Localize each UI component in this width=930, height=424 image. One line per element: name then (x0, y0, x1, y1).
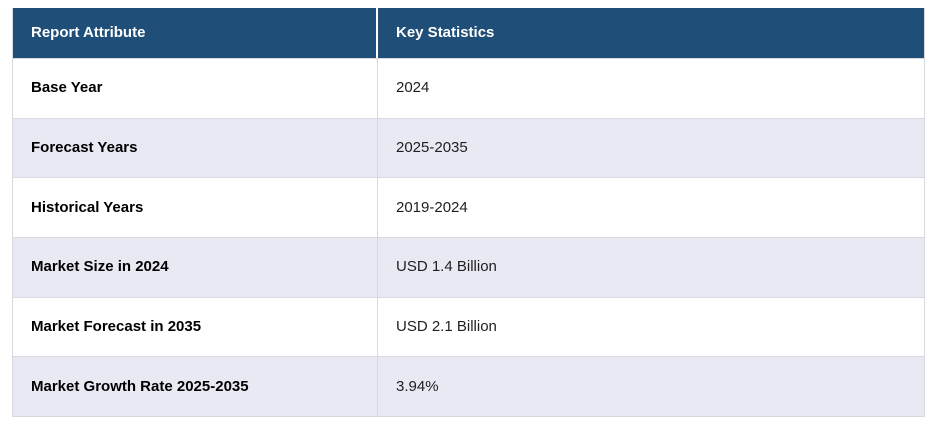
value-cell: 2025-2035 (396, 139, 468, 156)
attribute-cell: Forecast Years (13, 118, 378, 178)
table-row-base-year: Base Year 2024 (13, 59, 924, 119)
table-row-market-growth-rate: Market Growth Rate 2025-2035 3.94% (13, 357, 924, 417)
table-row-historical-years: Historical Years 2019-2024 (13, 178, 924, 239)
table-header-row: Report Attribute Key Statistics (13, 8, 924, 59)
attribute-cell: Historical Years (13, 178, 378, 238)
report-statistics-table: Report Attribute Key Statistics Base Yea… (12, 8, 925, 417)
attribute-cell: Market Growth Rate 2025-2035 (13, 357, 378, 417)
header-label-key-statistics: Key Statistics (396, 24, 495, 41)
attribute-cell: Base Year (13, 59, 378, 118)
value-cell: USD 1.4 Billion (396, 258, 497, 276)
table-row-forecast-years: Forecast Years 2025-2035 (13, 118, 924, 179)
table-row-market-forecast-2035: Market Forecast in 2035 USD 2.1 Billion (13, 297, 924, 358)
attribute-cell: Market Size in 2024 (13, 238, 378, 297)
value-cell: USD 2.1 Billion (396, 318, 497, 336)
table-row-market-size-2024: Market Size in 2024 USD 1.4 Billion (13, 238, 924, 298)
header-cell-key-statistics: Key Statistics (378, 8, 924, 58)
header-cell-report-attribute: Report Attribute (13, 8, 378, 58)
value-cell: 2019-2024 (396, 198, 468, 216)
header-label-report-attribute: Report Attribute (31, 24, 146, 41)
attribute-cell: Market Forecast in 2035 (13, 297, 378, 357)
value-cell: 2024 (396, 79, 430, 97)
value-cell: 3.94% (396, 377, 439, 395)
